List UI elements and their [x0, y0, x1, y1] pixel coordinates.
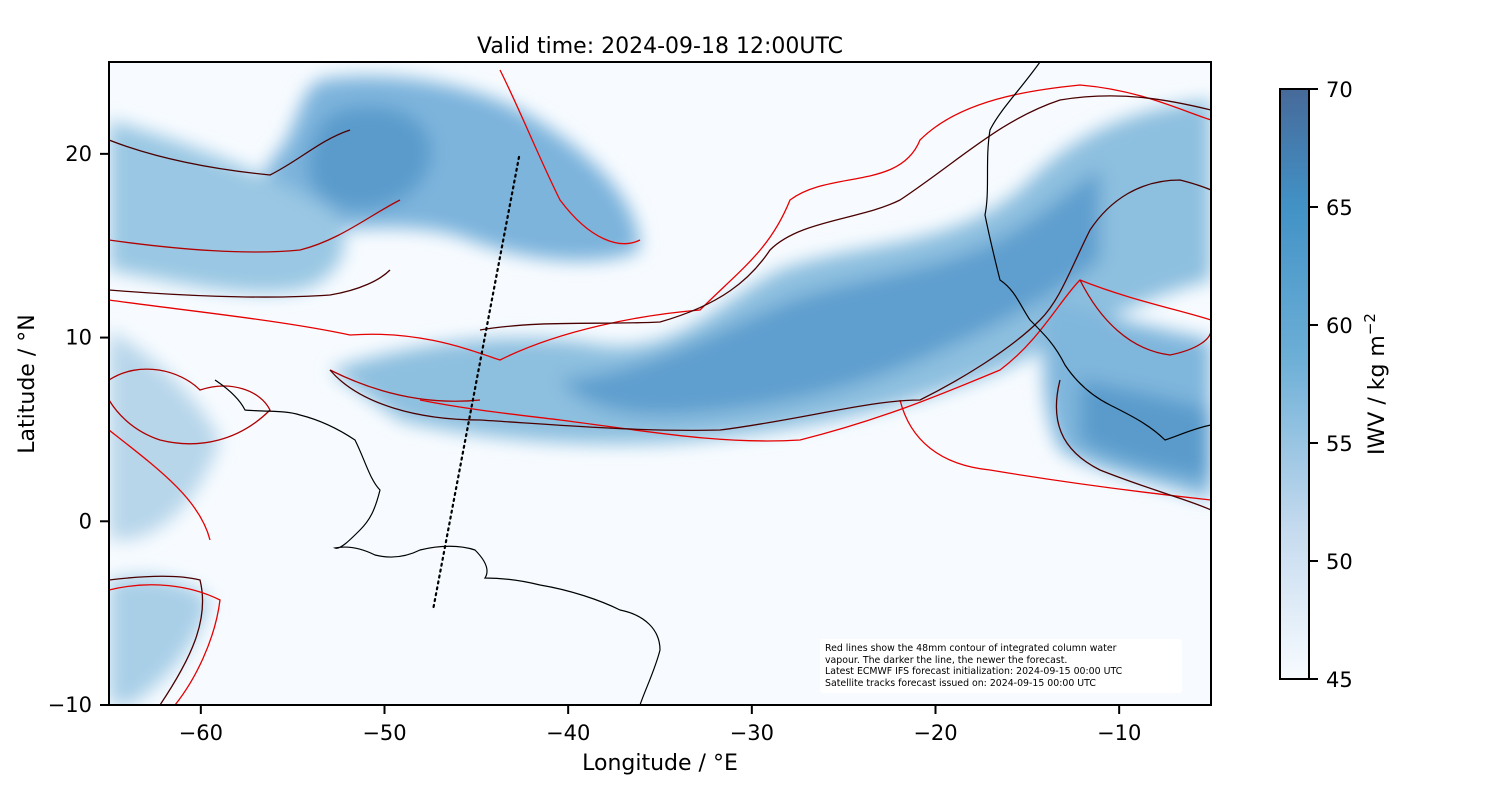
contour-new-b	[479, 95, 1211, 331]
contour-new-d	[109, 129, 351, 176]
iwv-west-coast	[109, 330, 220, 540]
colorbar-gradient	[1279, 88, 1310, 680]
contour-new-e	[109, 575, 204, 705]
note-line-1: Red lines show the 48mm contour of integ…	[825, 643, 1117, 654]
iwv-contours	[109, 69, 1211, 705]
y-tick-label: 0	[79, 509, 92, 533]
x-axis-title: Longitude / °E	[582, 751, 738, 776]
iwv-east-core	[1080, 380, 1211, 480]
contour-old-b	[109, 279, 1211, 541]
satellite-track	[431, 155, 521, 612]
colorbar-label: IWV / kg m−2	[1361, 313, 1390, 455]
contour-mid-c	[1079, 279, 1211, 356]
colorbar-tick-label: 50	[1326, 550, 1353, 574]
iwv-band-main	[330, 100, 1211, 444]
x-tick-label: −60	[179, 721, 223, 745]
iwv-band-core	[560, 170, 1100, 416]
colorbar-tick-label: 45	[1326, 668, 1353, 692]
y-axis-title: Latitude / °N	[15, 314, 40, 453]
plot-title: Valid time: 2024-09-18 12:00UTC	[477, 34, 843, 59]
iwv-south-west	[109, 576, 210, 705]
south-america-coast	[214, 379, 661, 705]
x-axis: −60 −50 −40 −30 −20 −10	[179, 705, 1141, 745]
forecast-note: Red lines show the 48mm contour of integ…	[820, 639, 1182, 693]
colorbar-tick-label: 65	[1326, 196, 1353, 220]
contour-mid-b	[109, 368, 271, 445]
contour-old-e	[109, 584, 221, 705]
contour-new-c	[1055, 379, 1211, 511]
x-tick-label: −20	[913, 721, 957, 745]
contour-new-a	[109, 179, 1211, 431]
iwv-north-west-core	[307, 106, 432, 210]
y-axis: 20 10 0 −10	[48, 142, 109, 717]
note-line-2: vapour. The darker the line, the newer t…	[825, 654, 1068, 666]
colorbar-tick-label: 55	[1326, 432, 1353, 456]
colorbar-tick-label: 60	[1326, 314, 1353, 338]
contour-old-a	[109, 84, 1211, 361]
map-area	[109, 62, 1211, 705]
x-tick-label: −30	[730, 721, 774, 745]
note-line-4: Satellite tracks forecast issued on: 202…	[825, 677, 1096, 689]
x-tick-label: −10	[1097, 721, 1141, 745]
contour-old-c	[899, 399, 1211, 501]
y-tick-label: 10	[65, 326, 92, 350]
colorbar-ticks: 70 65 60 55 50 45	[1309, 78, 1353, 692]
colorbar-tick-label: 70	[1326, 78, 1353, 102]
coastlines	[214, 62, 1211, 705]
x-tick-label: −50	[362, 721, 406, 745]
iwv-field	[109, 76, 1211, 705]
contour-old-d	[499, 69, 641, 245]
colorbar: 70 65 60 55 50 45 IWV / kg m−2	[1279, 78, 1390, 692]
x-tick-label: −40	[546, 721, 590, 745]
contour-mid-a	[109, 199, 481, 402]
y-tick-label: 20	[65, 142, 92, 166]
iwv-west-edge	[109, 120, 345, 293]
note-line-3: Latest ECMWF IFS forecast initialization…	[825, 666, 1123, 678]
africa-west-coast	[984, 62, 1211, 441]
y-tick-label: −10	[48, 693, 92, 717]
plot-frame	[108, 61, 1212, 706]
